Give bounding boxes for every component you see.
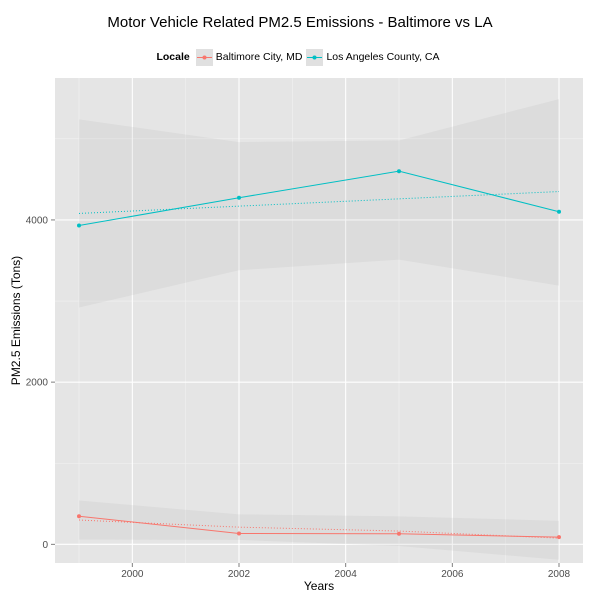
legend-title: Locale [156,51,190,63]
x-tick-label: 2006 [441,569,464,580]
x-tick-label: 2008 [548,569,571,580]
legend: Locale Baltimore City, MD Los Angeles Co… [0,46,600,68]
legend-label-los-angeles: Los Angeles County, CA [326,51,440,63]
data-point [77,223,81,228]
y-tick-label: 0 [42,540,48,551]
x-axis-title: Years [304,579,334,593]
trend-line-0 [78,519,560,539]
legend-label-baltimore: Baltimore City, MD [215,51,303,63]
legend-point-baltimore [202,55,207,59]
trend-line-1 [78,191,560,214]
confidence-band-1 [79,99,559,308]
y-tick-label: 4000 [26,215,49,226]
y-axis-title: PM2.5 Emissions (Tons) [9,256,23,385]
data-point [77,514,81,519]
legend-key-baltimore [195,48,213,66]
plot-panel [55,78,583,563]
data-point [397,169,401,174]
data-point [397,531,401,536]
series-line-1 [78,170,560,227]
x-tick-label: 2002 [228,569,251,580]
legend-item-los-angeles: Los Angeles County, CA [306,48,440,66]
legend-point-los-angeles [312,55,317,59]
data-point [557,535,561,540]
legend-item-baltimore: Baltimore City, MD [195,48,303,66]
data-point [557,209,561,214]
data-point [237,195,241,200]
data-point [237,531,241,536]
y-tick-label: 2000 [26,378,49,389]
series-line-0 [78,515,560,538]
confidence-band-0 [79,500,559,560]
x-tick-label: 2000 [121,569,144,580]
x-tick-label: 2004 [335,569,358,580]
legend-key-los-angeles [306,48,324,66]
chart-title: Motor Vehicle Related PM2.5 Emissions - … [107,14,493,31]
